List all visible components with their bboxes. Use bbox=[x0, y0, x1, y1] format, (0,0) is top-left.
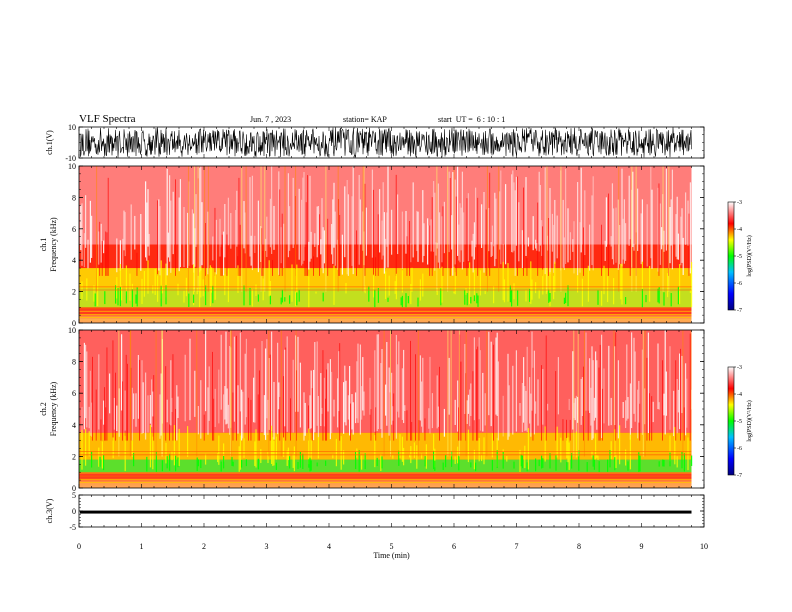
ylabel-ch2-spectrogram: Frequency (kHz) bbox=[49, 381, 58, 436]
ylabel-ch3-waveform: ch.3(V) bbox=[45, 498, 54, 523]
xtick-label: 6 bbox=[452, 542, 456, 551]
ytick-label: 10 bbox=[68, 123, 76, 132]
ch1-waveform-panel bbox=[79, 127, 692, 158]
colorbar-strip bbox=[727, 201, 735, 311]
ylabel-ch1-spectrogram: Frequency (kHz) bbox=[49, 217, 58, 272]
colorbar-tick: -5 bbox=[737, 419, 742, 425]
colorbar-ch2: -3 -4 -5 -6 -7 log(PSD)(V²/Hz) bbox=[727, 365, 753, 479]
ytick-label: 2 bbox=[72, 452, 76, 461]
ytick-label: 10 bbox=[68, 326, 76, 335]
header-station: station= KAP bbox=[343, 115, 387, 124]
colorbar-tick: -3 bbox=[737, 200, 742, 206]
xtick-label: 0 bbox=[77, 542, 81, 551]
ytick-label: 8 bbox=[72, 193, 76, 202]
colorbar-strip bbox=[727, 366, 735, 476]
ytick-label: 8 bbox=[72, 358, 76, 367]
ytick-label: -10 bbox=[65, 154, 76, 163]
xtick-label: 3 bbox=[265, 542, 269, 551]
ytick-label: 5 bbox=[72, 491, 76, 500]
ytick-label: 2 bbox=[72, 288, 76, 297]
ch2-spectrogram-panel bbox=[79, 330, 693, 488]
ytick-label: 6 bbox=[72, 225, 76, 234]
ch1-trace bbox=[79, 127, 692, 158]
ch3-waveform-panel bbox=[80, 510, 692, 514]
ytick-label: 0 bbox=[72, 319, 76, 328]
colorbar-label: log(PSD)(V²/Hz) bbox=[746, 235, 753, 276]
colorbar-tick: -3 bbox=[737, 365, 742, 371]
ytick-label: 4 bbox=[72, 256, 76, 265]
colorbar-tick: -7 bbox=[737, 473, 742, 479]
xtick-label: 1 bbox=[140, 542, 144, 551]
x-axis-title: Time (min) bbox=[373, 551, 410, 560]
colorbar-label: log(PSD)(V²/Hz) bbox=[746, 400, 753, 441]
xtick-label: 9 bbox=[640, 542, 644, 551]
xtick-label: 7 bbox=[515, 542, 519, 551]
ylabel-ch1-waveform: ch.1(V) bbox=[45, 130, 54, 155]
colorbar-tick: -7 bbox=[737, 308, 742, 314]
colorbar-tick: -6 bbox=[737, 446, 742, 452]
ch1-spectrogram-panel bbox=[79, 166, 693, 323]
ytick-label: -5 bbox=[69, 523, 76, 532]
xtick-label: 4 bbox=[327, 542, 331, 551]
ylabel-ch1-spectrogram: ch.1 bbox=[39, 238, 48, 252]
ytick-label: 10 bbox=[68, 162, 76, 171]
xtick-label: 8 bbox=[577, 542, 581, 551]
header-date: Jun. 7 , 2023 bbox=[250, 115, 292, 124]
xtick-label: 10 bbox=[700, 542, 708, 551]
ylabel-ch2-spectrogram: ch.2 bbox=[39, 402, 48, 416]
ytick-label: 6 bbox=[72, 389, 76, 398]
colorbar-tick: -4 bbox=[737, 227, 742, 233]
chart-title: VLF Spectra bbox=[79, 113, 136, 125]
ytick-label: 0 bbox=[72, 507, 76, 516]
colorbar-tick: -4 bbox=[737, 392, 742, 398]
header-start-time: start UT = 6 : 10 : 1 bbox=[438, 115, 506, 124]
colorbar-tick: -6 bbox=[737, 281, 742, 287]
ytick-label: 4 bbox=[72, 421, 76, 430]
xtick-label: 5 bbox=[390, 542, 394, 551]
colorbar-ch1: -3 -4 -5 -6 -7 log(PSD)(V²/Hz) bbox=[727, 200, 753, 314]
band-1.8-3.5 bbox=[79, 432, 692, 460]
ytick-label: 0 bbox=[72, 484, 76, 493]
xtick-label: 2 bbox=[202, 542, 206, 551]
colorbar-tick: -5 bbox=[737, 254, 742, 260]
ch3-trace bbox=[80, 510, 692, 514]
